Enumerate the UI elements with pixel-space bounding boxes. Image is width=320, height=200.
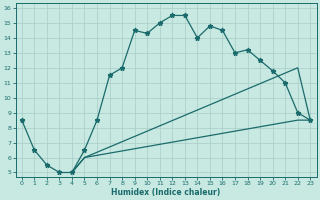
X-axis label: Humidex (Indice chaleur): Humidex (Indice chaleur) [111,188,221,197]
